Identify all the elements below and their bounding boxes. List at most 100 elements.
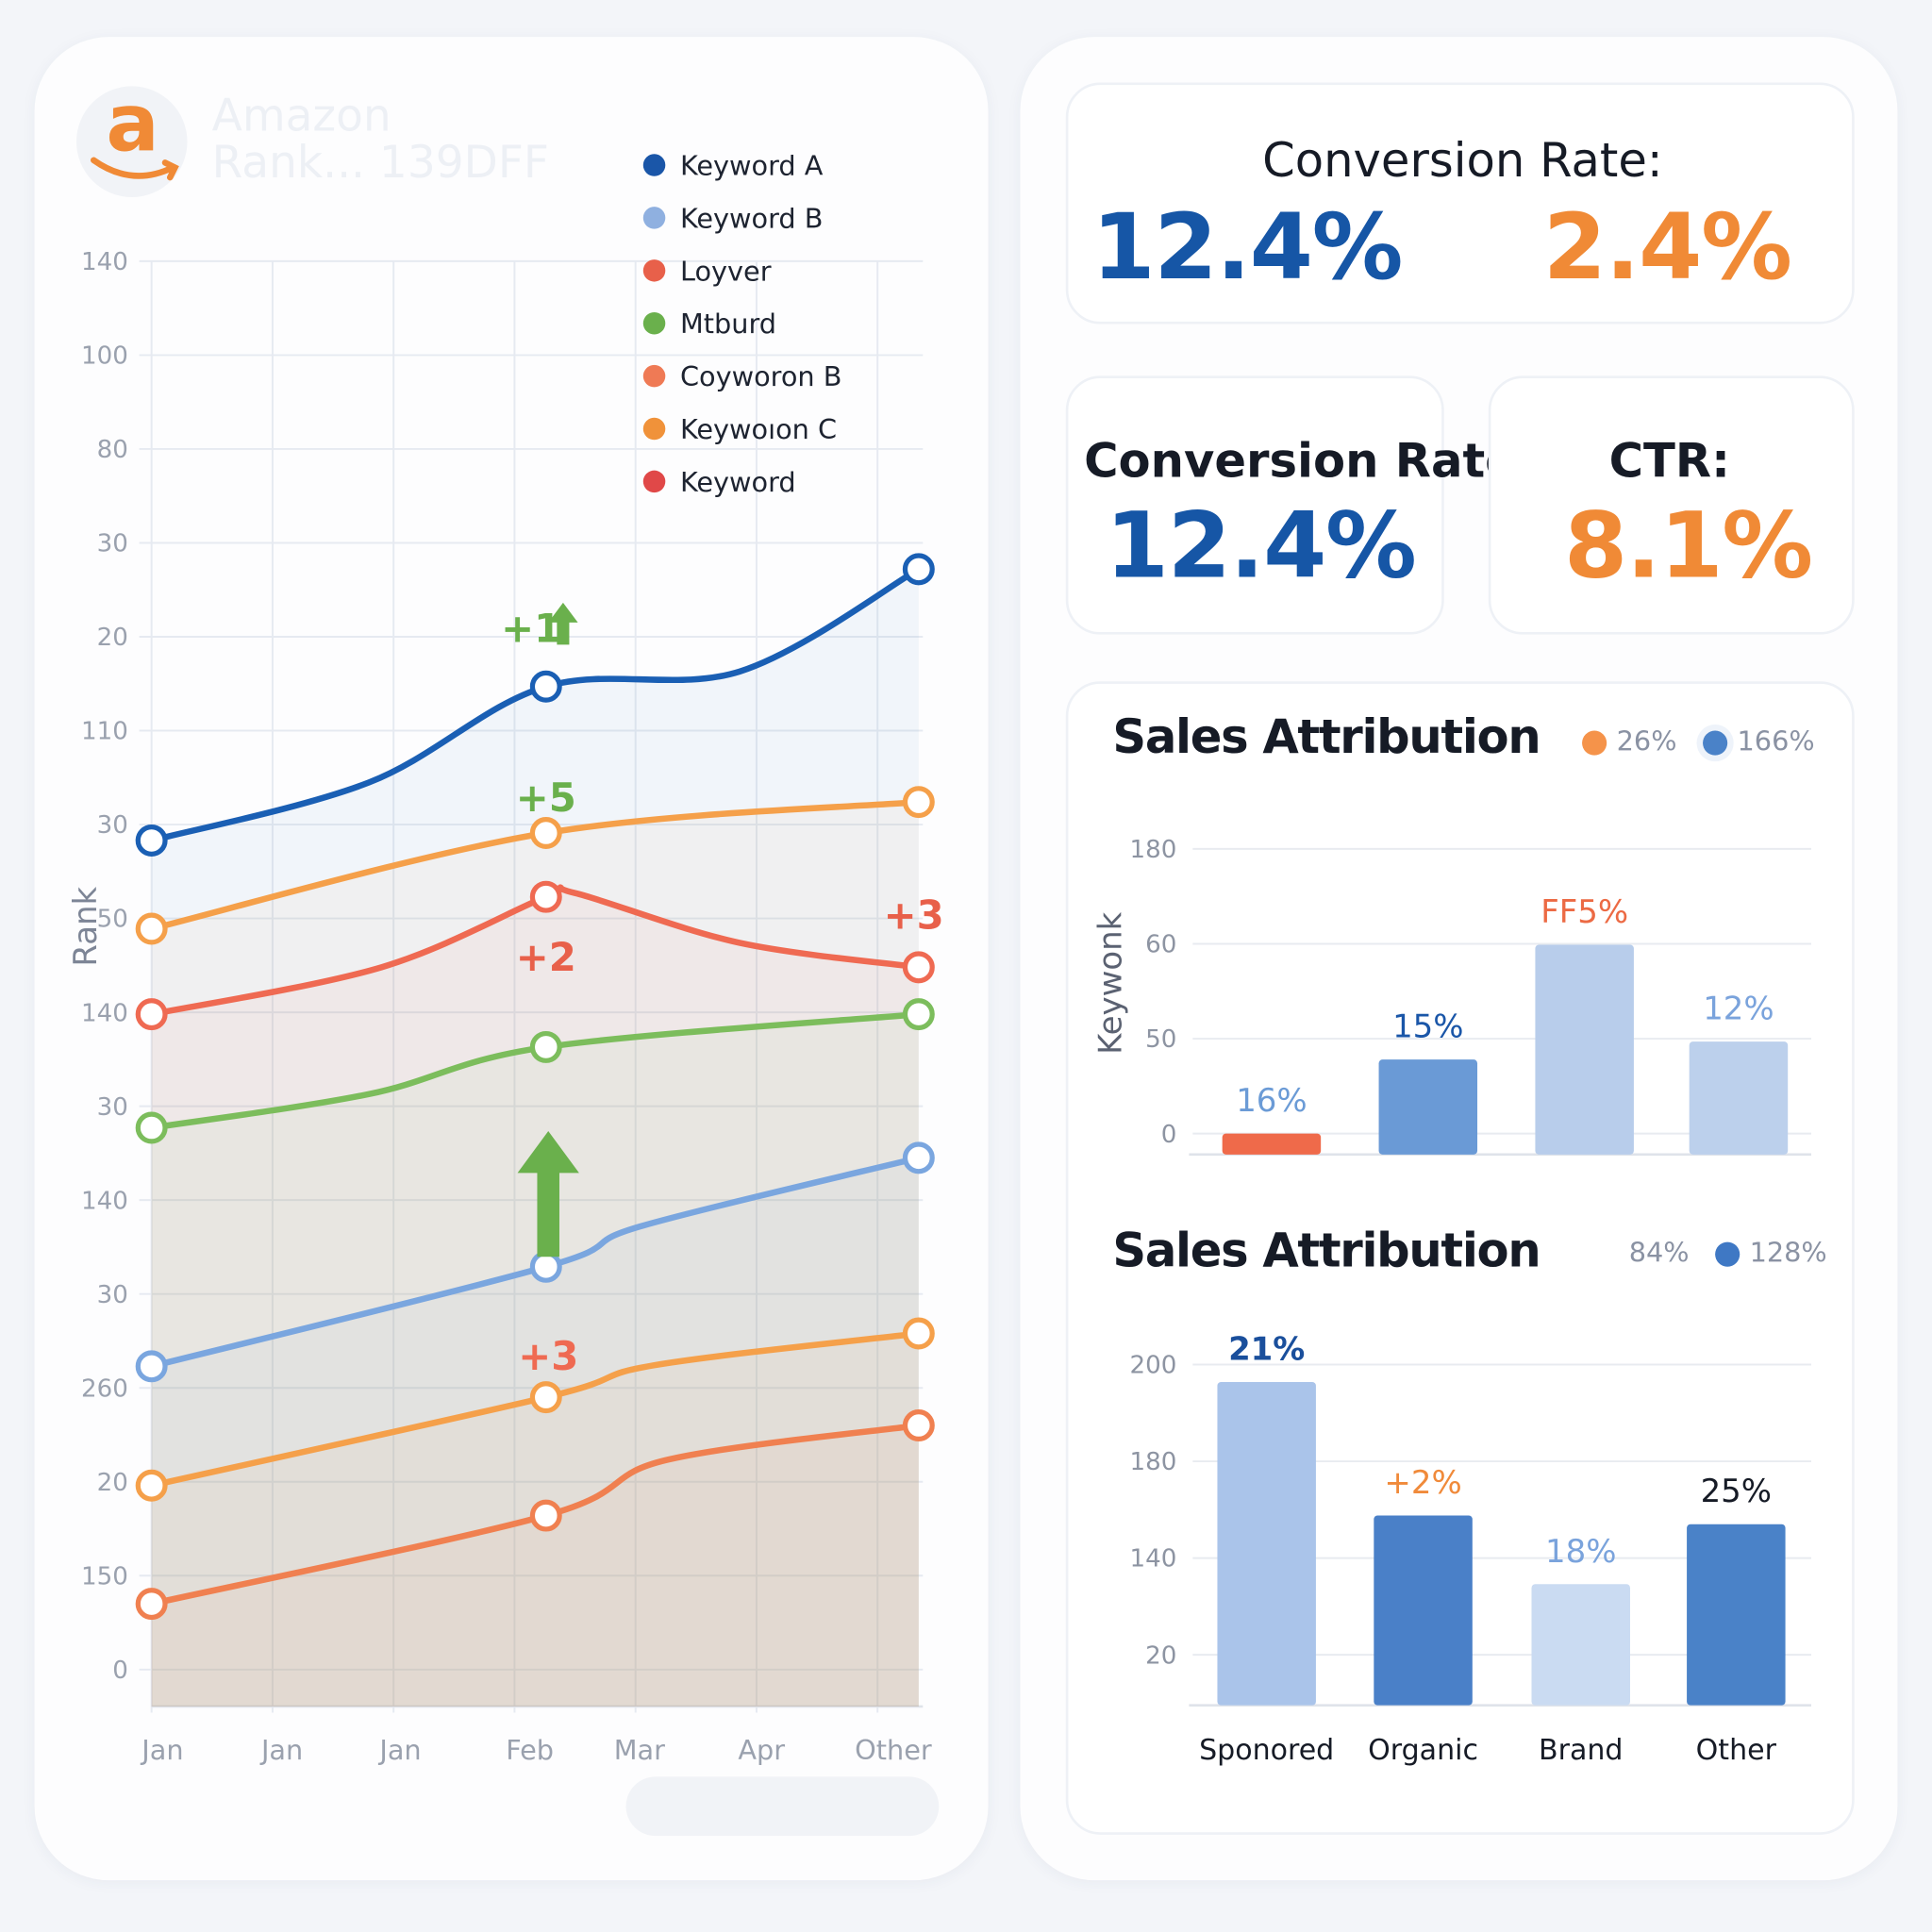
y-axis-label: Keywonk	[1092, 911, 1130, 1055]
legend-label: Loyver	[680, 255, 772, 287]
y-tick-label: 30	[97, 1093, 128, 1122]
legend-label: Keyword B	[680, 202, 824, 234]
data-point-marker	[135, 1111, 168, 1144]
data-point-marker	[902, 1317, 935, 1350]
kpi-top-value-b: 2.4%	[1542, 194, 1792, 301]
y-tick-label: 150	[81, 1562, 128, 1591]
series-line	[148, 1422, 923, 1607]
title-line-2: Rank... 139DFF	[211, 138, 549, 189]
data-point-marker	[135, 998, 168, 1031]
data-point-marker	[902, 1409, 935, 1442]
x-tick-label: Feb	[506, 1734, 554, 1766]
x-tick-label: Apr	[738, 1734, 785, 1766]
bar	[1217, 1381, 1316, 1706]
y-axis-label: Rank	[67, 886, 105, 966]
series-line	[148, 884, 923, 1018]
page-title: Amazon Rank... 139DFF	[212, 93, 549, 187]
bar	[1222, 1133, 1322, 1155]
chart2-legend: 84% 128%	[1629, 1239, 1827, 1270]
annotation-label: +2	[516, 934, 576, 980]
series-line	[148, 1330, 923, 1489]
data-point-marker	[529, 817, 562, 849]
y-tick-label: 20	[1145, 1641, 1176, 1670]
y-tick-label: 100	[81, 342, 128, 371]
x-tick-label: Jan	[259, 1734, 303, 1766]
bar	[1687, 1524, 1786, 1706]
y-tick-label: 30	[97, 1281, 128, 1309]
annotation-label: +5	[516, 774, 576, 821]
bar-data-label: 25%	[1701, 1473, 1772, 1510]
legend-label: Keyword	[680, 466, 796, 498]
y-tick-label: 180	[1130, 836, 1177, 864]
data-point-marker	[529, 1381, 562, 1414]
data-point-marker	[902, 951, 935, 984]
y-tick-label: 140	[81, 1187, 128, 1215]
y-tick-label: 110	[81, 718, 128, 746]
series-area	[151, 569, 919, 1707]
data-point-marker	[529, 670, 562, 703]
legend-label: Coyworon B	[680, 360, 841, 392]
series-line	[148, 1010, 923, 1131]
kpi-card-conversion-top	[1065, 82, 1855, 325]
bar	[1535, 944, 1634, 1155]
annotation-label: +1	[501, 606, 561, 652]
x-category-label: Sponored	[1199, 1734, 1334, 1767]
bar-data-label: FF5%	[1541, 893, 1628, 931]
kpi-card-conversion	[1065, 375, 1444, 635]
data-point-marker	[902, 998, 935, 1031]
kpi-card-ctr	[1488, 375, 1855, 635]
legend-dot	[642, 364, 666, 388]
amazon-smile-icon	[90, 157, 179, 181]
y-tick-label: 50	[97, 906, 128, 934]
bar	[1374, 1515, 1473, 1706]
kpi-conversion-value: 12.4%	[1105, 492, 1417, 599]
amazon-logo-icon: a	[106, 78, 159, 171]
legend-label: Keywoıon C	[680, 413, 837, 445]
y-tick-label: 140	[81, 248, 128, 276]
x-tick-label: Jan	[377, 1734, 421, 1766]
data-point-marker	[135, 1469, 168, 1502]
y-tick-label: 20	[97, 1469, 128, 1497]
data-point-marker	[529, 1250, 562, 1283]
chart1-legend: 26% 166%	[1582, 727, 1815, 758]
data-point-marker	[529, 1030, 562, 1063]
bar-data-label: 15%	[1392, 1008, 1463, 1046]
data-point-marker	[529, 1499, 562, 1532]
x-category-label: Brand	[1539, 1734, 1623, 1767]
legend-dot	[642, 259, 666, 282]
scrollbar[interactable]	[625, 1776, 940, 1837]
legend-label: Keyword A	[680, 149, 824, 181]
y-tick-label: 20	[97, 624, 128, 652]
kpi-ctr-title: CTR:	[1608, 433, 1730, 489]
annotation-label: +3	[884, 891, 944, 938]
series-line	[148, 1155, 923, 1370]
data-point-marker	[135, 912, 168, 945]
legend-label: 26%	[1616, 726, 1677, 758]
kpi-top-value-a: 12.4%	[1091, 194, 1403, 301]
bar	[1378, 1059, 1478, 1155]
legend-label: Mtburd	[680, 308, 776, 340]
x-category-label: Other	[1696, 1734, 1777, 1767]
small-up-arrow-icon	[548, 602, 578, 645]
sales-attribution-title-1: Sales Attribution	[1112, 709, 1541, 764]
y-tick-label: 80	[97, 436, 128, 464]
data-point-marker	[135, 1588, 168, 1621]
bar	[1531, 1584, 1630, 1706]
data-point-marker	[902, 1141, 935, 1174]
data-point-marker	[135, 824, 168, 857]
legend-dot-blue	[1702, 730, 1728, 756]
data-point-marker	[529, 880, 562, 913]
y-tick-label: 0	[112, 1657, 128, 1685]
up-arrow-icon	[517, 1131, 579, 1257]
title-line-1: Amazon	[211, 91, 391, 142]
y-tick-label: 140	[81, 999, 128, 1027]
series-area	[151, 887, 919, 1707]
kpi-top-title: Conversion Rate:	[1262, 133, 1663, 188]
bar-data-label: 12%	[1703, 991, 1774, 1028]
x-tick-label: Other	[855, 1734, 932, 1766]
legend-dot-blue	[1714, 1241, 1740, 1267]
data-point-marker	[135, 1350, 168, 1383]
y-tick-label: 60	[1145, 931, 1176, 959]
